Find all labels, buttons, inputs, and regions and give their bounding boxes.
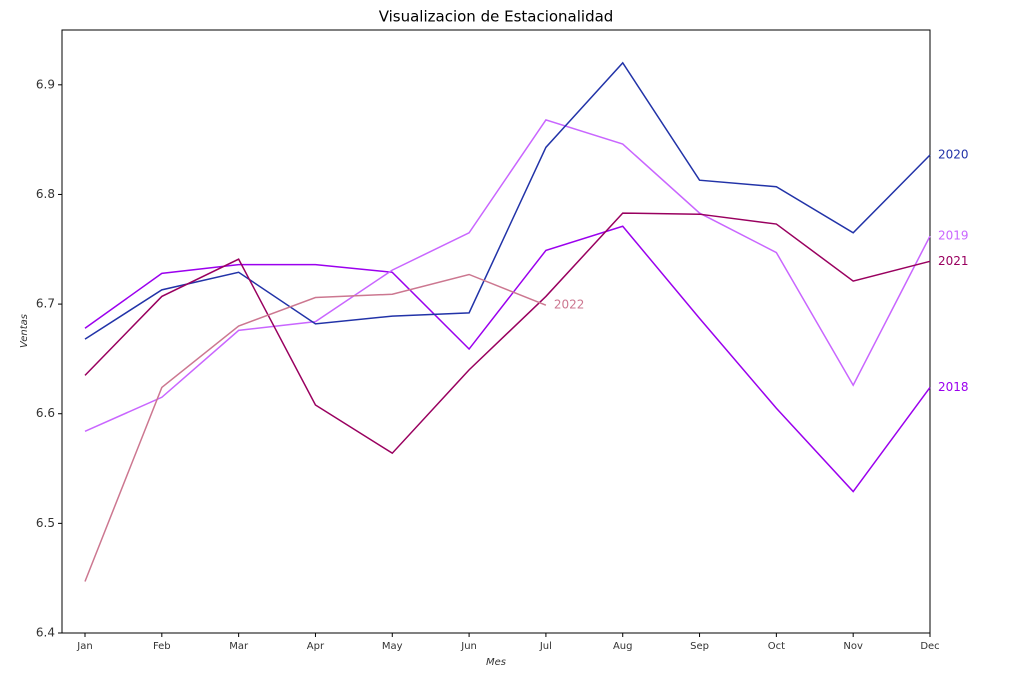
series-line	[84, 61, 931, 340]
series-label: 2020	[938, 147, 969, 161]
plot-frame	[61, 29, 931, 634]
x-tick-label: Feb	[153, 641, 171, 652]
chart-title: Visualizacion de Estacionalidad	[379, 8, 614, 26]
y-tick-label: 6.9	[36, 77, 55, 91]
y-tick-label: 6.8	[36, 187, 55, 201]
x-tick-label: Dec	[920, 641, 939, 652]
series-label: 2018	[938, 380, 969, 394]
y-tick-label: 6.6	[36, 406, 55, 420]
x-tick-label: Aug	[613, 641, 633, 652]
series-label: 2021	[938, 254, 969, 268]
series-line	[84, 119, 931, 432]
y-tick-label: 6.4	[36, 626, 55, 640]
x-tick-label: Apr	[307, 641, 325, 652]
x-tick-label: Mar	[229, 641, 249, 652]
x-axis-label: Mes	[486, 657, 506, 668]
y-axis-label: Ventas	[19, 314, 30, 348]
x-tick-label: Jun	[460, 641, 477, 652]
x-tick-label: Oct	[768, 641, 785, 652]
x-tick-label: Nov	[843, 641, 863, 652]
series-label: 2019	[938, 229, 969, 243]
series-label: 2022	[554, 298, 585, 312]
series-line	[84, 212, 931, 455]
x-tick-label: Sep	[690, 641, 709, 652]
series-line	[84, 273, 547, 582]
series-line	[84, 225, 931, 493]
y-tick-label: 6.5	[36, 516, 55, 530]
x-tick-label: Jul	[539, 641, 552, 652]
y-tick-label: 6.7	[36, 297, 55, 311]
x-tick-label: Jan	[76, 641, 92, 652]
x-tick-label: May	[382, 641, 403, 652]
